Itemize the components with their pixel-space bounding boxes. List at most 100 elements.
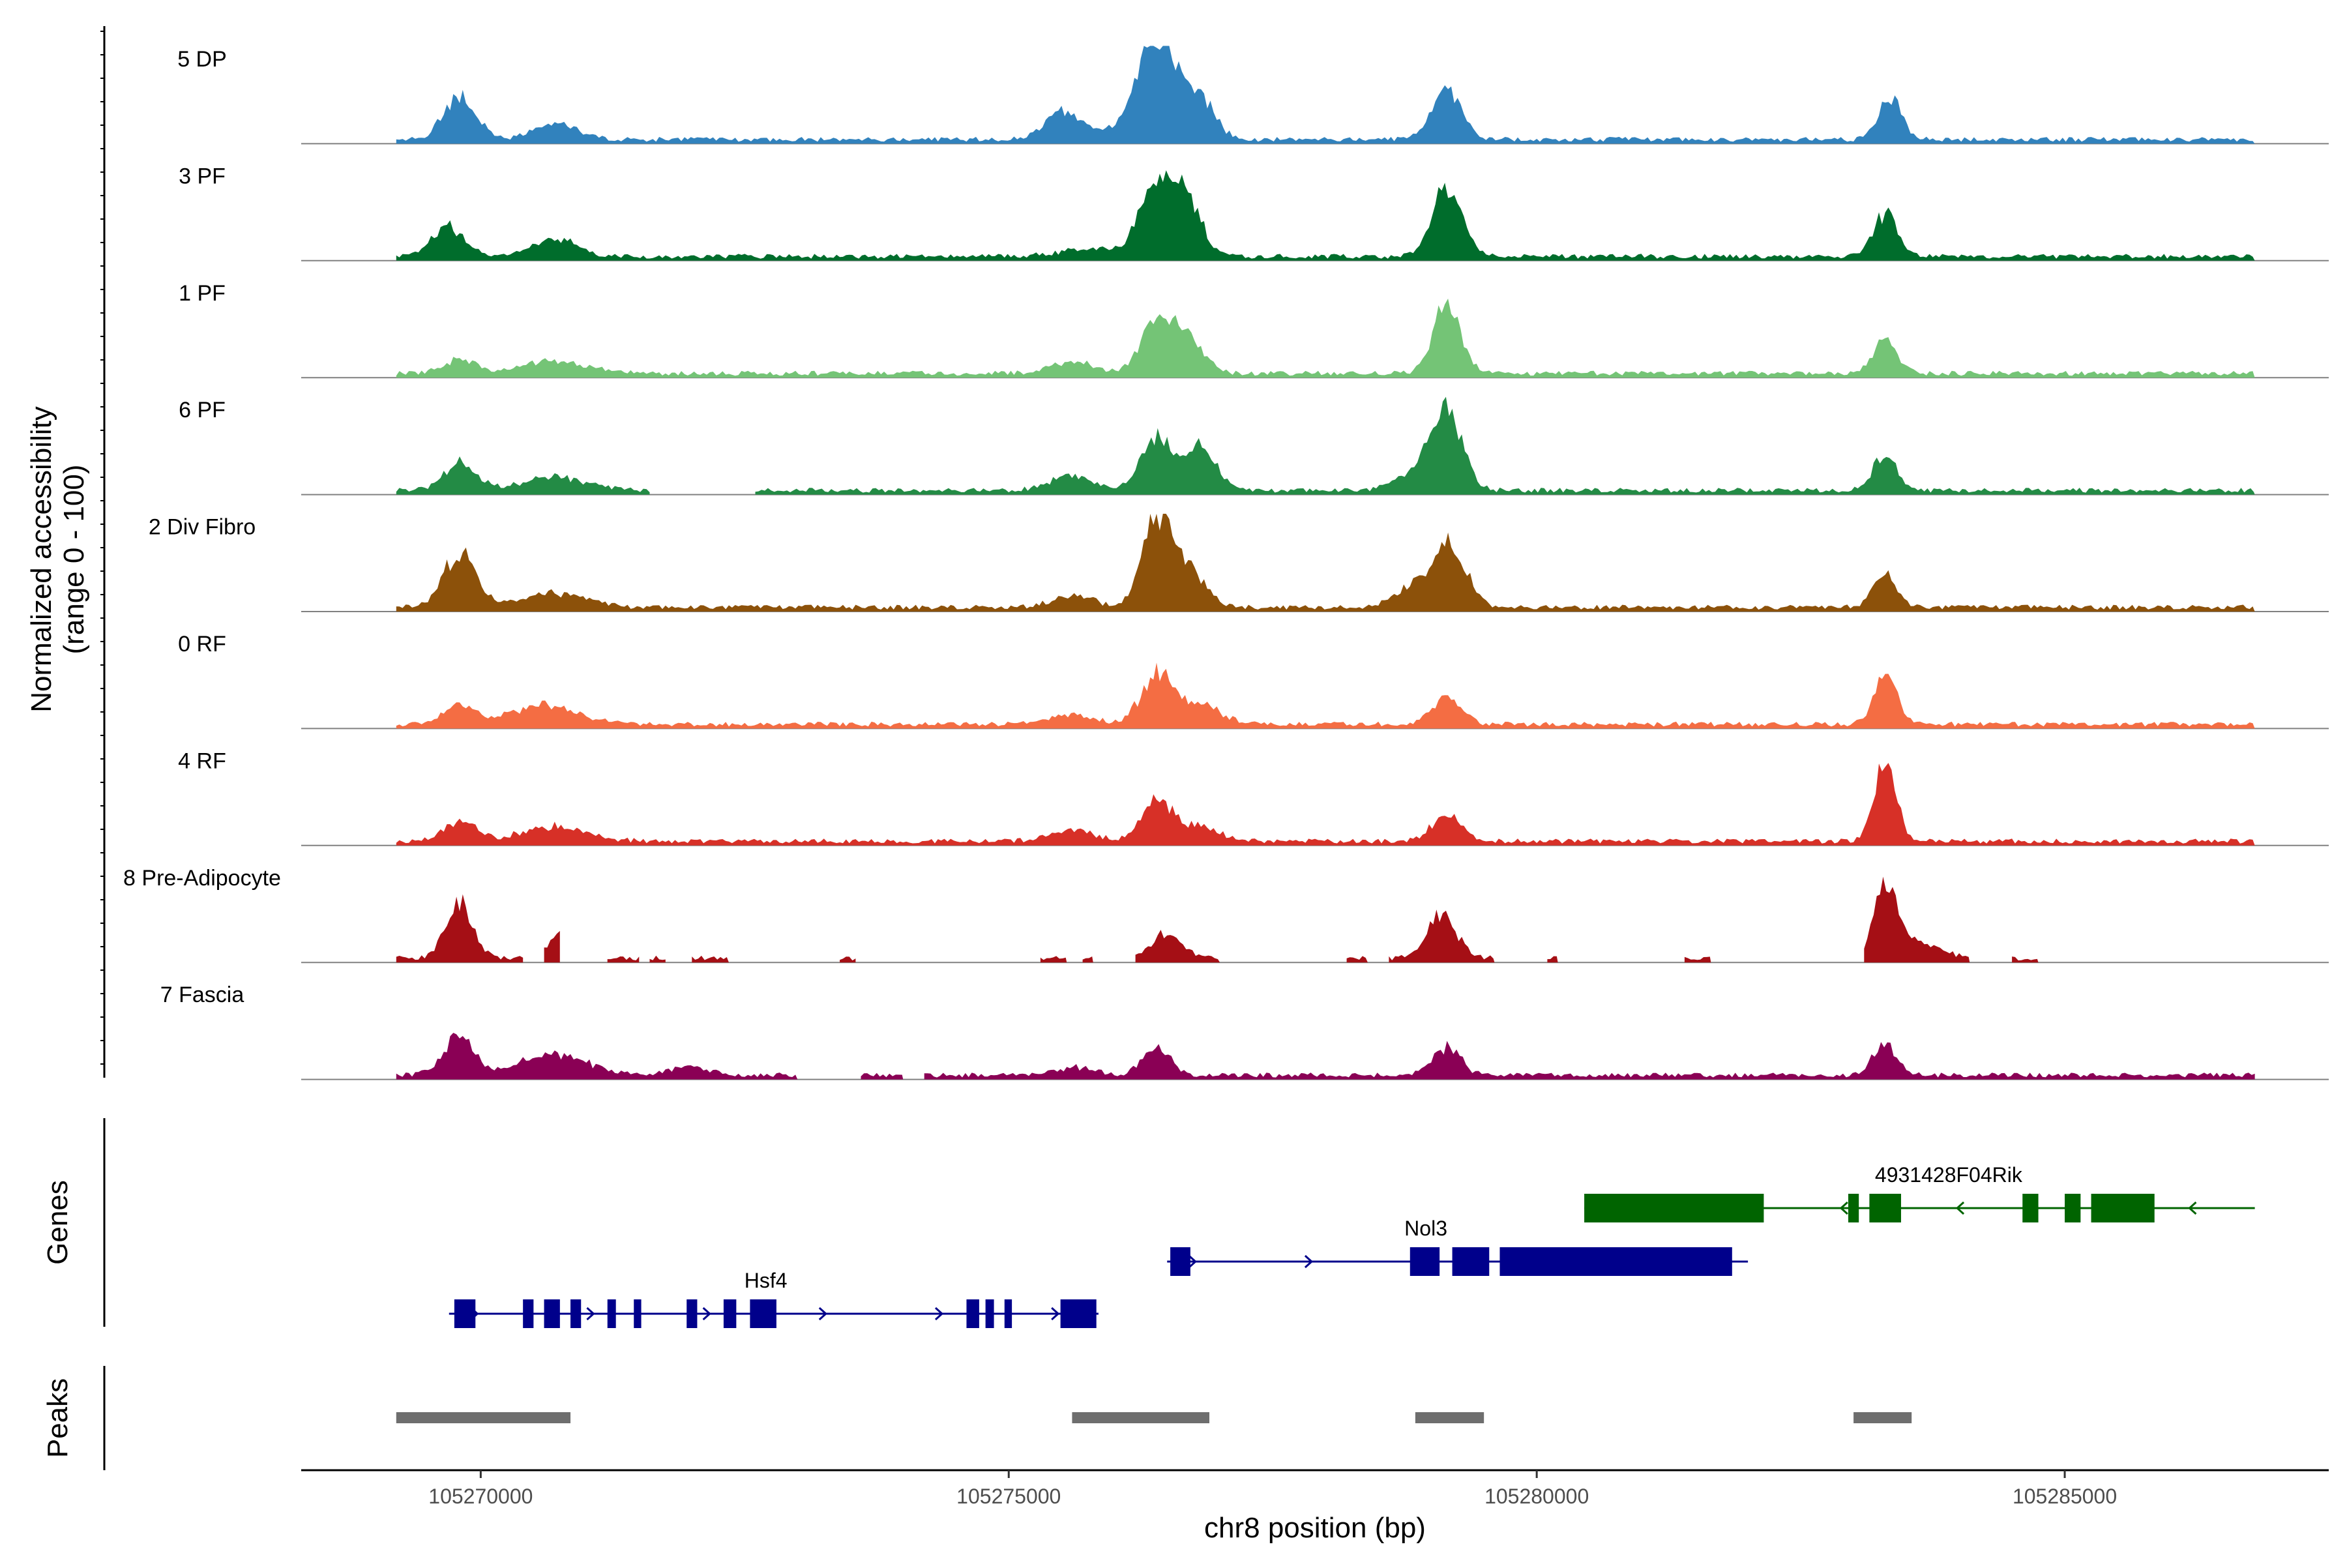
track-label: 1 PF bbox=[179, 281, 226, 306]
strand-arrow bbox=[818, 1307, 828, 1321]
coverage-area bbox=[924, 1041, 2255, 1080]
gene-label: Nol3 bbox=[1404, 1217, 1447, 1240]
x-tick-label: 105280000 bbox=[1484, 1485, 1589, 1508]
peak-region bbox=[1415, 1412, 1484, 1423]
strand-arrow bbox=[1188, 1254, 1197, 1269]
gene-hsf4: Hsf4 bbox=[449, 1269, 1099, 1328]
x-tick-label: 105275000 bbox=[956, 1485, 1061, 1508]
gene-exon bbox=[1584, 1194, 1764, 1222]
strand-arrow bbox=[1051, 1307, 1060, 1321]
peak-region bbox=[1072, 1412, 1210, 1423]
track-label: 6 PF bbox=[179, 398, 226, 422]
coverage-area bbox=[1040, 956, 1067, 963]
gene-exon bbox=[966, 1299, 979, 1328]
track-label: 5 DP bbox=[177, 47, 227, 72]
gene-exon bbox=[607, 1299, 616, 1328]
gene-exon bbox=[750, 1299, 776, 1328]
coverage-area bbox=[396, 299, 2255, 378]
track-0-rf: 0 RF bbox=[178, 632, 2329, 730]
track-label: 4 RF bbox=[178, 748, 226, 773]
gene-exon bbox=[1452, 1247, 1490, 1276]
track-label: 3 PF bbox=[179, 164, 226, 188]
peak-region bbox=[1853, 1412, 1912, 1423]
coverage-area bbox=[396, 1033, 798, 1080]
coverage-area bbox=[1389, 910, 1495, 963]
gene-exon bbox=[1869, 1194, 1901, 1222]
gene-annotations: Hsf4 Nol3 4931428F04Rik bbox=[449, 1163, 2255, 1328]
gene-exon bbox=[523, 1299, 534, 1328]
coverage-area bbox=[396, 894, 524, 963]
coverage-area bbox=[692, 955, 729, 963]
strand-arrow bbox=[702, 1307, 711, 1321]
coverage-area bbox=[840, 956, 856, 963]
gene-exon bbox=[2022, 1194, 2039, 1222]
gene-exon bbox=[2065, 1194, 2081, 1222]
track-label: 0 RF bbox=[178, 632, 226, 657]
x-tick-label: 105285000 bbox=[2013, 1485, 2117, 1508]
gene-exon bbox=[723, 1299, 737, 1328]
strand-arrow bbox=[934, 1307, 944, 1321]
x-axis-ticks: 105270000 105275000 105280000 105285000 bbox=[428, 1470, 2117, 1508]
gene-exon bbox=[985, 1299, 994, 1328]
gene-nol3: Nol3 bbox=[1167, 1217, 1749, 1276]
strand-arrow bbox=[2188, 1201, 2197, 1215]
track-6-pf: 6 PF bbox=[179, 396, 2329, 496]
gene-exon bbox=[544, 1299, 560, 1328]
coverage-area bbox=[1864, 876, 1970, 963]
strand-arrow bbox=[586, 1307, 595, 1321]
gene-label: 4931428F04Rik bbox=[1875, 1163, 2023, 1187]
gene-exon bbox=[1848, 1194, 1859, 1222]
coverage-area bbox=[1082, 956, 1093, 963]
coverage-area bbox=[1346, 956, 1368, 963]
track-1-pf: 1 PF bbox=[179, 281, 2329, 379]
strand-arrow bbox=[1304, 1254, 1314, 1269]
coverage-area bbox=[1135, 930, 1220, 963]
coverage-area bbox=[861, 1072, 904, 1080]
gene-exon bbox=[1060, 1299, 1097, 1328]
coverage-area bbox=[396, 170, 2255, 261]
track-5-dp: 5 DP bbox=[177, 46, 2329, 145]
coverage-area bbox=[1547, 956, 1558, 963]
gene-exon bbox=[454, 1299, 476, 1328]
track-2-div-fibro: 2 Div Fibro bbox=[149, 514, 2329, 612]
track-3-pf: 3 PF bbox=[179, 164, 2329, 261]
coverage-area bbox=[755, 396, 2255, 495]
peak-regions bbox=[396, 1412, 1912, 1423]
track-7-fascia: 7 Fascia bbox=[160, 983, 2329, 1080]
track-label: 7 Fascia bbox=[160, 983, 244, 1007]
gene-exon bbox=[634, 1299, 642, 1328]
coverage-tracks: 5 DP 3 PF 1 PF 6 PF 2 Div Fibro 0 RF 4 RF 8 Pre… bbox=[123, 46, 2329, 1080]
gene-exon bbox=[1004, 1299, 1012, 1328]
coverage-area bbox=[396, 46, 2255, 144]
peaks-track-label: Peaks bbox=[42, 1378, 74, 1458]
track-4-rf: 4 RF bbox=[178, 748, 2329, 846]
gene-exon bbox=[1499, 1247, 1732, 1276]
coverage-area bbox=[1684, 956, 1711, 963]
track-label: 2 Div Fibro bbox=[149, 515, 256, 540]
coverage-area bbox=[649, 955, 666, 963]
gene-exon bbox=[686, 1299, 698, 1328]
gene-4931428f04rik: 4931428F04Rik bbox=[1584, 1163, 2255, 1222]
genes-track-label: Genes bbox=[42, 1180, 74, 1265]
coverage-area bbox=[396, 456, 650, 495]
gene-exon bbox=[1410, 1247, 1440, 1276]
x-axis-title: chr8 position (bp) bbox=[1204, 1512, 1426, 1544]
gene-label: Hsf4 bbox=[745, 1269, 788, 1292]
gene-exon bbox=[1170, 1247, 1190, 1276]
track-8-pre-adipocyte: 8 Pre-Adipocyte bbox=[123, 866, 2329, 964]
gene-exon bbox=[570, 1299, 582, 1328]
y-axis-title-line1: Normalized accessibility bbox=[25, 406, 57, 712]
coverage-area bbox=[607, 956, 640, 963]
strand-arrow bbox=[1955, 1201, 1965, 1215]
coverage-area bbox=[2012, 956, 2039, 963]
track-label: 8 Pre-Adipocyte bbox=[123, 866, 281, 891]
coverage-area bbox=[396, 763, 2255, 846]
gene-exon bbox=[2091, 1194, 2155, 1222]
peak-region bbox=[396, 1412, 571, 1423]
x-tick-label: 105270000 bbox=[428, 1485, 533, 1508]
coverage-area bbox=[544, 930, 560, 963]
strand-arrow bbox=[1839, 1201, 1848, 1215]
coverage-area bbox=[396, 662, 2255, 729]
